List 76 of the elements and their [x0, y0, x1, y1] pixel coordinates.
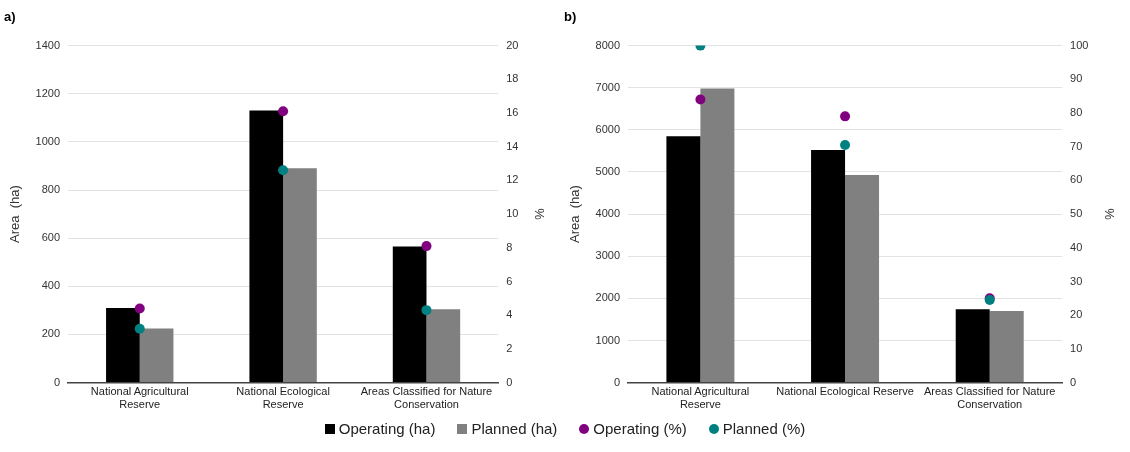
y-tick-label: 2000 — [595, 291, 621, 304]
y2-tick-label: 90 — [1070, 72, 1083, 85]
y2-tick-label: 16 — [506, 106, 519, 119]
y-tick-label: 1000 — [35, 134, 61, 147]
y2-tick-label: 20 — [506, 38, 519, 51]
y2-tick-label: 14 — [506, 139, 519, 152]
y2-tick-label: 80 — [1070, 106, 1083, 119]
point — [695, 94, 706, 105]
y2-tick-label: 2 — [506, 341, 513, 354]
y-tick-label: 1000 — [595, 333, 621, 346]
y2-tick-label: 70 — [1070, 139, 1083, 152]
legend-label: Operating (%) — [593, 420, 687, 437]
y2-axis-title: % — [1101, 208, 1117, 221]
x-tick-label: National Ecological Reserve — [776, 385, 914, 398]
point — [134, 303, 145, 314]
x-tick-label: Areas Classified for Nature Conservation — [360, 385, 493, 411]
y2-tick-label: 8 — [506, 240, 513, 253]
point — [421, 241, 432, 252]
y2-tick-label: 12 — [506, 173, 519, 186]
bar — [955, 309, 990, 383]
point — [278, 165, 289, 176]
bar — [845, 174, 880, 383]
y2-tick-label: 50 — [1070, 207, 1083, 220]
y-tick-label: 7000 — [595, 80, 621, 93]
y2-tick-label: 0 — [1070, 375, 1077, 388]
y-tick-label: 200 — [41, 327, 61, 340]
y2-tick-label: 4 — [506, 308, 513, 321]
legend-label: Planned (%) — [722, 420, 806, 437]
y-tick-label: 0 — [53, 375, 61, 388]
y-tick-label: 1200 — [35, 86, 61, 99]
y-tick-label: 400 — [41, 279, 61, 292]
y2-tick-label: 30 — [1070, 274, 1083, 287]
bar — [283, 168, 317, 383]
y-axis-title: Area (ha) — [567, 185, 583, 244]
y2-tick-label: 0 — [506, 375, 513, 388]
y-tick-label: 1400 — [35, 38, 61, 51]
chart-title: b) — [564, 9, 577, 25]
x-tick-label: National Agricultural Reserve — [651, 385, 750, 411]
y2-tick-label: 20 — [1070, 308, 1083, 321]
bar — [989, 310, 1024, 383]
point — [134, 323, 145, 334]
x-tick-label: Areas Classified for Nature Conservation — [923, 385, 1056, 411]
legend-label: Planned (ha) — [471, 420, 558, 437]
y-tick-label: 800 — [41, 183, 61, 196]
y-tick-label: 0 — [613, 375, 621, 388]
y-tick-label: 8000 — [595, 38, 621, 51]
y2-tick-label: 18 — [506, 72, 519, 85]
chart-title: a) — [4, 9, 16, 25]
y-tick-label: 3000 — [595, 249, 621, 262]
y-axis-title: Area (ha) — [7, 185, 23, 244]
y2-axis-title: % — [531, 208, 547, 221]
point — [278, 106, 289, 117]
bar — [249, 110, 284, 383]
y2-tick-label: 60 — [1070, 173, 1083, 186]
y-tick-label: 600 — [41, 231, 61, 244]
point — [840, 111, 851, 122]
point — [421, 305, 432, 316]
x-tick-label: National Agricultural Reserve — [90, 385, 189, 411]
x-tick-label: National Ecological Reserve — [236, 385, 330, 411]
bar — [392, 246, 427, 383]
y-tick-label: 6000 — [595, 122, 621, 135]
y2-tick-label: 10 — [1070, 341, 1083, 354]
bar — [106, 307, 140, 383]
legend-label: Operating (ha) — [338, 420, 436, 437]
y2-tick-label: 100 — [1070, 38, 1089, 51]
bar — [426, 309, 461, 383]
y2-tick-label: 40 — [1070, 240, 1083, 253]
bar — [811, 150, 846, 383]
y-tick-label: 4000 — [595, 207, 621, 220]
bar — [700, 88, 735, 383]
bar — [666, 136, 701, 383]
bar — [139, 328, 174, 383]
point — [840, 140, 851, 151]
y2-tick-label: 6 — [506, 274, 513, 287]
y2-tick-label: 10 — [506, 207, 519, 220]
y-tick-label: 5000 — [595, 165, 621, 178]
